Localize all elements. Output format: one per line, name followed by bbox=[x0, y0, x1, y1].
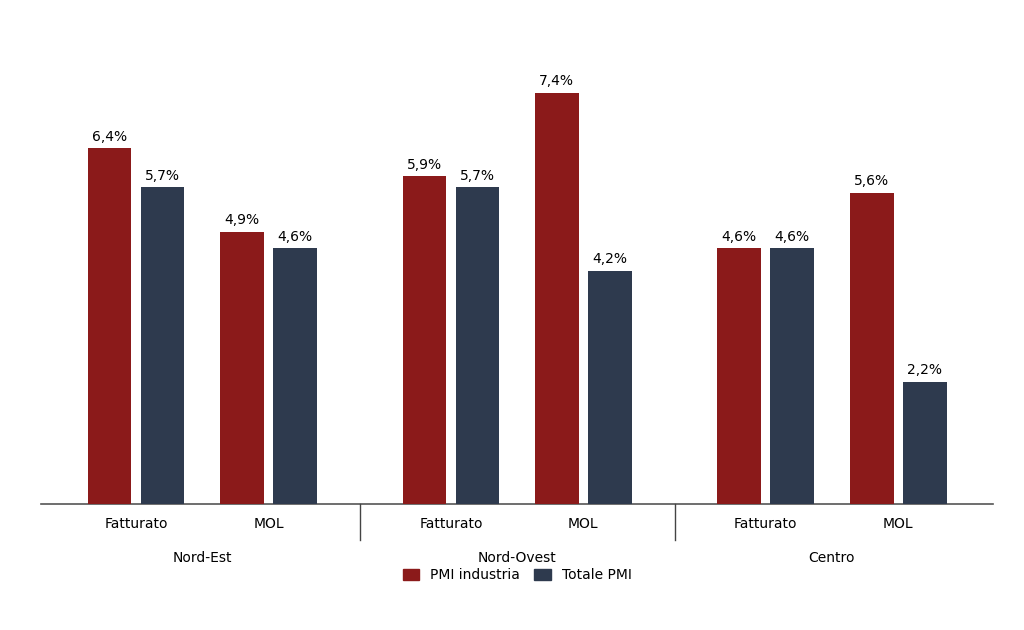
Bar bbox=[140, 187, 184, 504]
Bar bbox=[850, 193, 894, 504]
Text: Nord-Est: Nord-Est bbox=[172, 551, 232, 565]
Text: 4,2%: 4,2% bbox=[592, 252, 628, 266]
Bar bbox=[220, 232, 264, 504]
Bar bbox=[770, 248, 814, 504]
Text: 4,6%: 4,6% bbox=[774, 230, 810, 244]
Text: 4,9%: 4,9% bbox=[224, 213, 260, 227]
Bar bbox=[273, 248, 316, 504]
Bar bbox=[903, 382, 946, 504]
Text: Nord-Ovest: Nord-Ovest bbox=[478, 551, 556, 565]
Bar bbox=[402, 176, 446, 504]
Text: 2,2%: 2,2% bbox=[907, 364, 942, 377]
Bar bbox=[536, 93, 579, 504]
Text: 7,4%: 7,4% bbox=[540, 74, 574, 88]
Bar bbox=[588, 270, 632, 504]
Legend: PMI industria, Totale PMI: PMI industria, Totale PMI bbox=[402, 568, 632, 582]
Text: 5,7%: 5,7% bbox=[145, 169, 180, 183]
Bar bbox=[88, 148, 131, 504]
Text: 4,6%: 4,6% bbox=[722, 230, 757, 244]
Text: 5,6%: 5,6% bbox=[854, 175, 889, 188]
Text: 4,6%: 4,6% bbox=[278, 230, 312, 244]
Bar bbox=[718, 248, 761, 504]
Text: 5,7%: 5,7% bbox=[460, 169, 495, 183]
Text: 5,9%: 5,9% bbox=[407, 158, 442, 171]
Text: Centro: Centro bbox=[809, 551, 855, 565]
Bar bbox=[456, 187, 499, 504]
Text: 6,4%: 6,4% bbox=[92, 130, 127, 144]
